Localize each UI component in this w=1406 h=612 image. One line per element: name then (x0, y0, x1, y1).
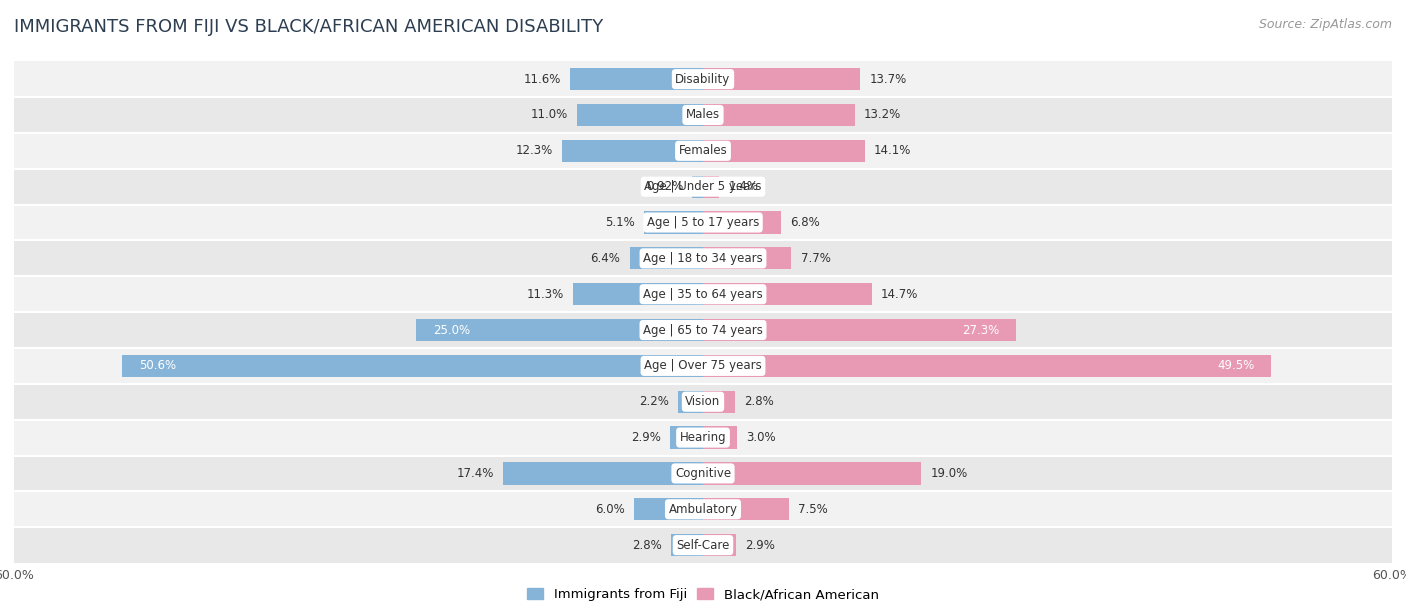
Bar (14, 133, 1392, 169)
Bar (574, 283, 703, 305)
Bar (671, 534, 703, 556)
Bar (14, 312, 1392, 348)
Text: 19.0%: 19.0% (931, 467, 967, 480)
Bar (703, 68, 860, 90)
Bar (703, 462, 921, 485)
Text: Age | 35 to 64 years: Age | 35 to 64 years (643, 288, 763, 300)
Text: 11.3%: 11.3% (527, 288, 564, 300)
Bar (569, 68, 703, 90)
Bar (703, 355, 1271, 377)
Text: 1.4%: 1.4% (728, 180, 758, 193)
Bar (14, 348, 1392, 384)
Bar (122, 355, 703, 377)
Bar (14, 204, 1392, 241)
Text: 13.2%: 13.2% (863, 108, 901, 121)
Bar (703, 104, 855, 126)
Bar (562, 140, 703, 162)
Bar (703, 283, 872, 305)
Text: 0.92%: 0.92% (645, 180, 683, 193)
Bar (14, 97, 1392, 133)
Text: 2.2%: 2.2% (638, 395, 669, 408)
Text: 27.3%: 27.3% (962, 324, 1000, 337)
Bar (644, 211, 703, 234)
Text: Source: ZipAtlas.com: Source: ZipAtlas.com (1258, 18, 1392, 31)
Bar (14, 169, 1392, 204)
Bar (678, 390, 703, 413)
Text: Age | 5 to 17 years: Age | 5 to 17 years (647, 216, 759, 229)
Legend: Immigrants from Fiji, Black/African American: Immigrants from Fiji, Black/African Amer… (522, 583, 884, 606)
Text: Self-Care: Self-Care (676, 539, 730, 551)
Text: 12.3%: 12.3% (516, 144, 553, 157)
Text: Age | Under 5 years: Age | Under 5 years (644, 180, 762, 193)
Bar (703, 498, 789, 520)
Bar (669, 427, 703, 449)
Text: Disability: Disability (675, 73, 731, 86)
Text: 6.8%: 6.8% (790, 216, 820, 229)
Text: 17.4%: 17.4% (457, 467, 494, 480)
Bar (14, 420, 1392, 455)
Text: Age | 18 to 34 years: Age | 18 to 34 years (643, 252, 763, 265)
Text: 2.8%: 2.8% (631, 539, 662, 551)
Bar (703, 140, 865, 162)
Text: 13.7%: 13.7% (869, 73, 907, 86)
Bar (703, 427, 738, 449)
Text: Cognitive: Cognitive (675, 467, 731, 480)
Bar (14, 276, 1392, 312)
Bar (14, 527, 1392, 563)
Bar (703, 390, 735, 413)
Text: 5.1%: 5.1% (606, 216, 636, 229)
Text: 6.0%: 6.0% (595, 503, 624, 516)
Text: 2.9%: 2.9% (745, 539, 775, 551)
Text: Age | Over 75 years: Age | Over 75 years (644, 359, 762, 372)
Bar (634, 498, 703, 520)
Bar (14, 491, 1392, 527)
Bar (703, 211, 782, 234)
Bar (630, 247, 703, 269)
Text: 3.0%: 3.0% (747, 431, 776, 444)
Text: 25.0%: 25.0% (433, 324, 470, 337)
Text: 2.9%: 2.9% (631, 431, 661, 444)
Text: 49.5%: 49.5% (1218, 359, 1254, 372)
Text: Hearing: Hearing (679, 431, 727, 444)
Text: 6.4%: 6.4% (591, 252, 620, 265)
Bar (703, 534, 737, 556)
Text: 14.7%: 14.7% (882, 288, 918, 300)
Text: Males: Males (686, 108, 720, 121)
Bar (14, 61, 1392, 97)
Bar (14, 455, 1392, 491)
Text: 7.5%: 7.5% (799, 503, 828, 516)
Text: 11.6%: 11.6% (523, 73, 561, 86)
Bar (692, 176, 703, 198)
Text: Ambulatory: Ambulatory (668, 503, 738, 516)
Text: 11.0%: 11.0% (530, 108, 568, 121)
Text: Females: Females (679, 144, 727, 157)
Bar (14, 241, 1392, 276)
Text: 2.8%: 2.8% (744, 395, 775, 408)
Text: IMMIGRANTS FROM FIJI VS BLACK/AFRICAN AMERICAN DISABILITY: IMMIGRANTS FROM FIJI VS BLACK/AFRICAN AM… (14, 18, 603, 36)
Text: 50.6%: 50.6% (139, 359, 176, 372)
Bar (503, 462, 703, 485)
Text: Age | 65 to 74 years: Age | 65 to 74 years (643, 324, 763, 337)
Bar (14, 384, 1392, 420)
Text: 7.7%: 7.7% (800, 252, 831, 265)
Text: 14.1%: 14.1% (875, 144, 911, 157)
Bar (576, 104, 703, 126)
Bar (416, 319, 703, 341)
Text: Vision: Vision (685, 395, 721, 408)
Bar (703, 176, 718, 198)
Bar (703, 319, 1017, 341)
Bar (703, 247, 792, 269)
